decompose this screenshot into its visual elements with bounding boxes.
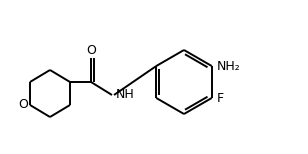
Text: NH: NH: [116, 89, 135, 101]
Text: O: O: [18, 99, 28, 111]
Text: F: F: [217, 91, 224, 105]
Text: NH₂: NH₂: [217, 59, 241, 73]
Text: O: O: [86, 45, 96, 57]
